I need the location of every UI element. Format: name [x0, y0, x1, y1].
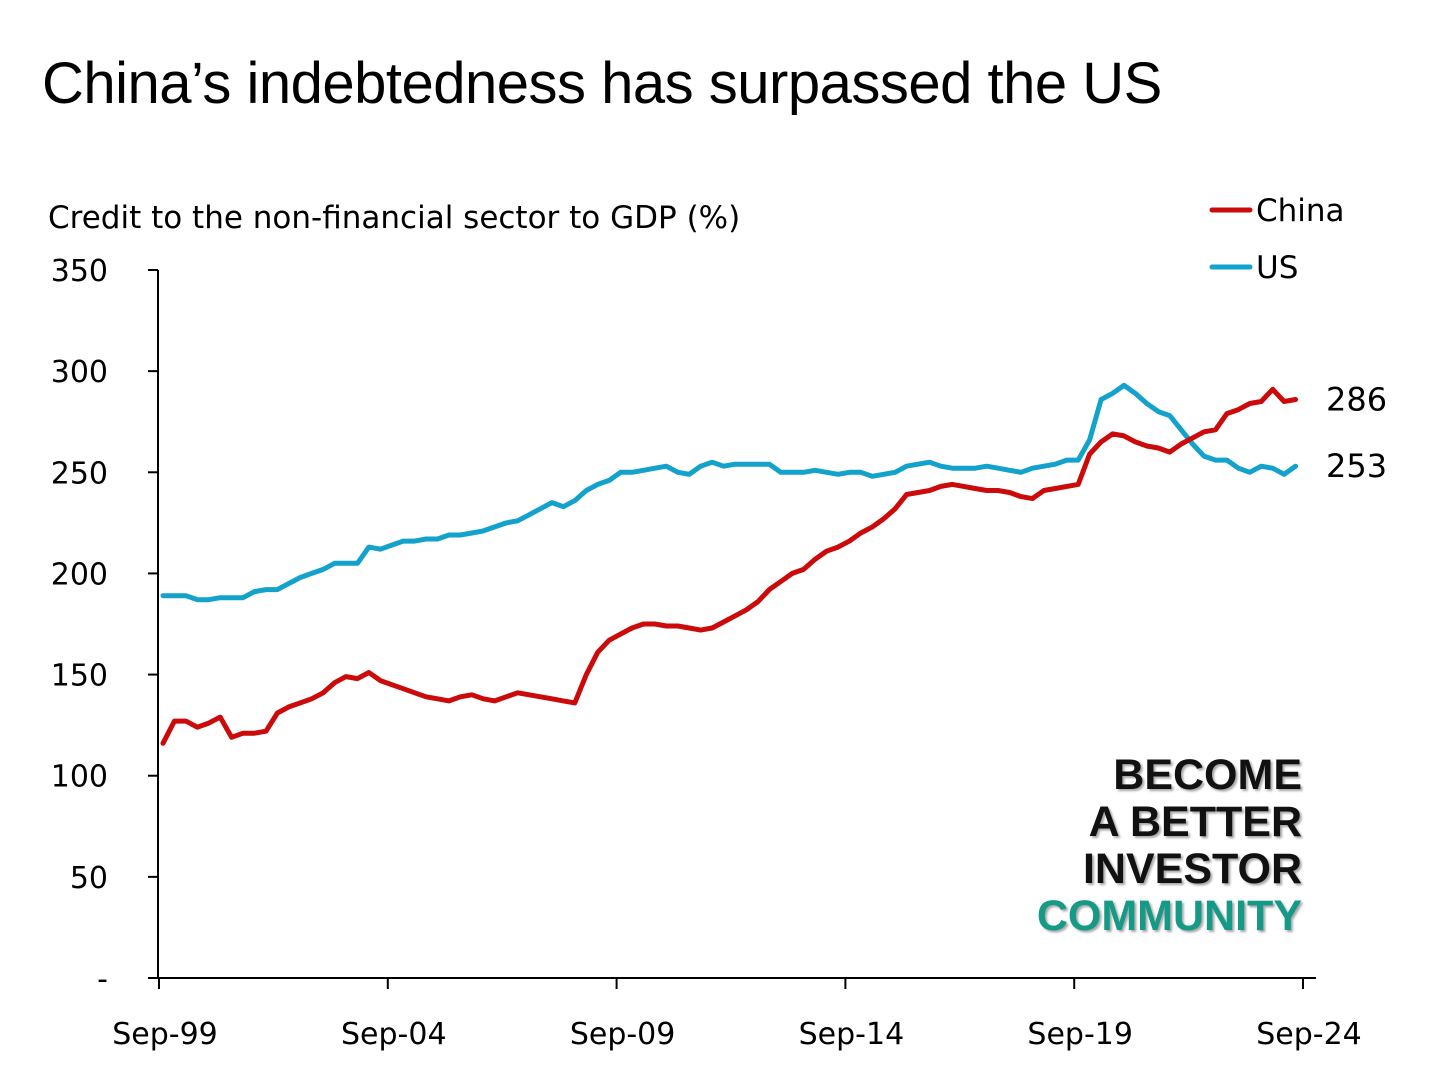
watermark-line-2: A BETTER: [1088, 798, 1302, 846]
y-tick-label: 200: [51, 557, 108, 592]
watermark-line-4: COMMUNITY: [1036, 892, 1302, 940]
x-tick-label: Sep-19: [1027, 1017, 1133, 1052]
y-tick-label: -: [97, 962, 108, 997]
series-line-us: [160, 382, 1299, 603]
chart-title: China’s indebtedness has surpassed the U…: [42, 51, 1162, 116]
x-tick-label: Sep-24: [1256, 1017, 1362, 1052]
y-tick-label: 150: [51, 659, 108, 694]
legend-label-us: US: [1256, 250, 1298, 286]
x-tick-label: Sep-99: [112, 1017, 218, 1052]
watermark-line-1: BECOME: [1113, 751, 1302, 799]
x-tick-label: Sep-04: [341, 1017, 447, 1052]
y-tick-label: 50: [70, 861, 108, 896]
x-tick-label: Sep-09: [570, 1017, 676, 1052]
x-tick-label: Sep-14: [799, 1017, 905, 1052]
legend-label-china: China: [1256, 193, 1345, 229]
y-tick-label: 300: [51, 355, 108, 390]
chart-axes: - 50 100 150 200 250 300 350 Sep-99 Sep-04 Sep-09 S…: [51, 254, 1362, 1052]
series-layer: 286 253: [160, 380, 1387, 746]
end-label-china: 286: [1326, 380, 1387, 418]
y-tick-label: 350: [51, 254, 108, 289]
series-line-china: [160, 386, 1299, 746]
y-axis-label: Credit to the non-financial sector to GD…: [48, 200, 740, 236]
legend: China US: [1209, 193, 1345, 286]
watermark-logo: BECOME A BETTER INVESTOR COMMUNITY: [1037, 752, 1302, 940]
end-label-us: 253: [1326, 447, 1387, 485]
y-tick-label: 100: [51, 760, 108, 795]
y-tick-label: 250: [51, 456, 108, 491]
watermark-line-3: INVESTOR: [1082, 845, 1302, 893]
